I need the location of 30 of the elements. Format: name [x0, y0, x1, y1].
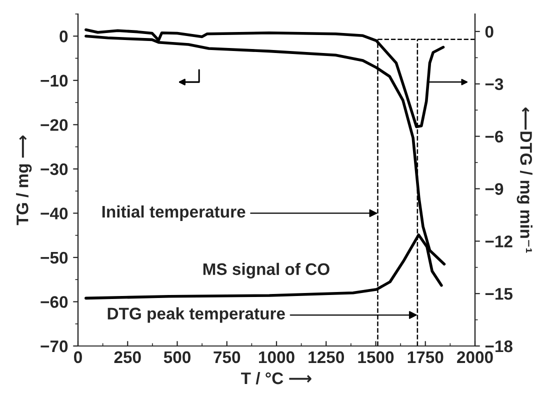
x-tick-label: 250	[114, 351, 141, 364]
y-tick-label: −10	[40, 74, 68, 87]
y-tick-label: −20	[40, 119, 68, 131]
x-axis-title: T / °C ⟶	[241, 372, 312, 384]
x-tick-label: 750	[214, 351, 240, 364]
y2-tick-label: −3	[485, 78, 504, 90]
y-tick-label: −40	[40, 208, 68, 220]
y2-tick-label: −12	[485, 236, 512, 248]
x-tick-label: 1250	[308, 351, 344, 364]
x-tick-label: 1000	[259, 351, 294, 364]
y2-tick-label: −18	[485, 340, 512, 352]
annotation: DTG peak temperature	[108, 307, 285, 323]
y-tick-label: −60	[40, 296, 68, 308]
y2-tick-label: −6	[485, 130, 504, 143]
annotation: Initial temperature	[102, 205, 246, 221]
y2-axis-title: ⟵DTG / mg min⁻¹	[516, 108, 532, 253]
x-tick-label: 0	[74, 351, 82, 364]
y-tick-label: −50	[40, 252, 68, 264]
y2-tick-label: 0	[485, 26, 494, 38]
y-tick-label: −30	[40, 163, 68, 176]
x-tick-label: 1750	[408, 351, 444, 364]
y-tick-label: 0	[60, 30, 68, 42]
series-label: MS signal of CO	[203, 262, 330, 278]
x-tick-label: 500	[164, 351, 190, 364]
y2-tick-label: −9	[485, 183, 504, 195]
x-tick-label: 1500	[358, 351, 394, 364]
y-axis-title: TG / mg ⟶	[16, 136, 32, 226]
y-tick-label: −70	[40, 340, 68, 352]
x-tick-label: 2000	[457, 351, 493, 364]
y2-tick-label: −15	[485, 288, 513, 300]
